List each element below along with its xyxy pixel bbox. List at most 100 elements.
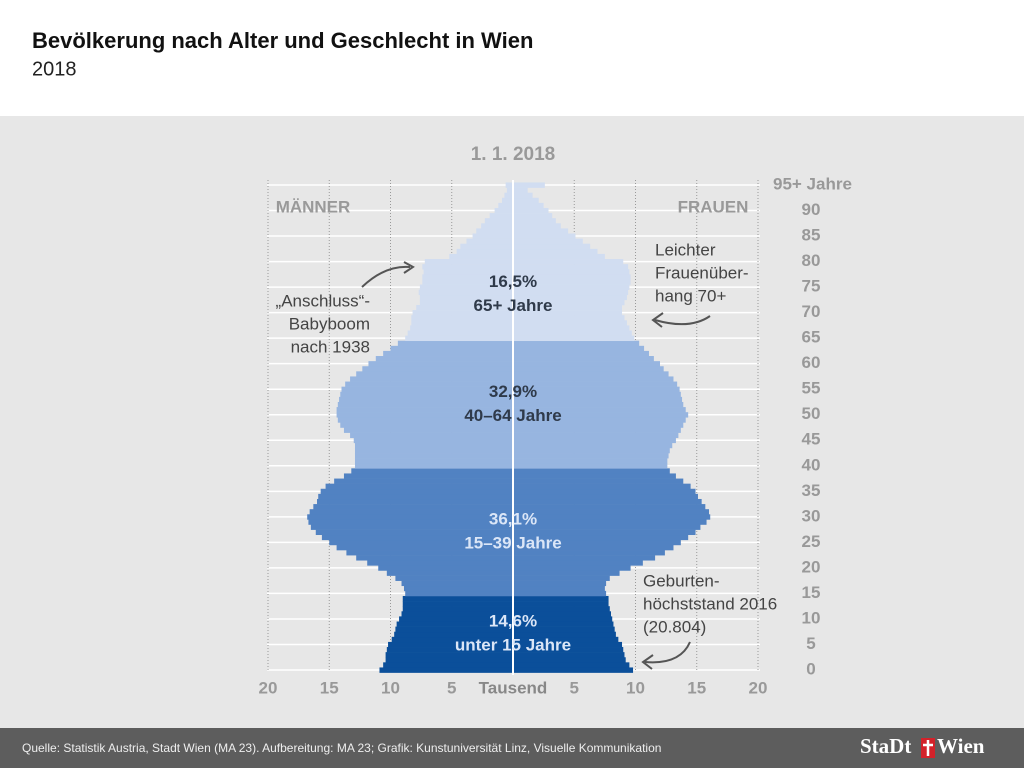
bar xyxy=(513,601,609,607)
bar xyxy=(383,662,513,668)
bar xyxy=(513,356,654,362)
bar xyxy=(513,422,684,428)
y-tick-label: 40 xyxy=(802,455,821,474)
arrow xyxy=(361,265,411,288)
bar xyxy=(334,478,513,484)
bar xyxy=(513,641,623,648)
bar xyxy=(513,498,702,505)
bar xyxy=(513,284,630,290)
bar xyxy=(513,345,645,352)
bar xyxy=(513,519,707,525)
bar xyxy=(513,626,615,633)
x-tick-label: 10 xyxy=(381,678,400,697)
arrow-head xyxy=(641,654,654,670)
bar xyxy=(513,315,625,321)
bar xyxy=(315,529,513,536)
y-tick-label: 85 xyxy=(802,226,821,245)
bar xyxy=(513,514,711,520)
bar xyxy=(513,264,629,270)
logo-right: Wien xyxy=(937,734,985,758)
bar xyxy=(513,606,610,612)
bar xyxy=(424,259,513,265)
bar xyxy=(513,228,569,234)
bar xyxy=(341,386,513,393)
bar xyxy=(378,565,513,571)
bar xyxy=(513,529,696,536)
bar xyxy=(367,560,513,566)
bar xyxy=(313,504,513,510)
bar xyxy=(340,422,513,428)
bar xyxy=(379,667,513,673)
x-tick-label: 5 xyxy=(447,678,456,697)
bar xyxy=(513,453,669,459)
bar xyxy=(310,524,513,530)
y-tick-label: 50 xyxy=(802,404,821,423)
bar xyxy=(513,463,668,469)
bar xyxy=(337,401,513,408)
bar xyxy=(410,325,513,331)
legend-label: MÄNNER xyxy=(276,197,351,216)
y-tick-label: 55 xyxy=(802,379,821,398)
bar xyxy=(513,248,598,255)
bar xyxy=(513,207,549,214)
bar xyxy=(504,192,513,199)
bar xyxy=(513,447,670,454)
bar xyxy=(513,483,691,490)
bar xyxy=(513,504,706,510)
bar xyxy=(513,652,625,658)
bar xyxy=(513,478,684,484)
legend-label: FRAUEN xyxy=(678,197,749,216)
bar xyxy=(396,621,513,627)
labels: 1. 1. 2018Tausend05101520253035404550556… xyxy=(259,144,852,697)
bar xyxy=(513,279,631,285)
y-tick-label: 0 xyxy=(806,659,815,678)
bar xyxy=(354,453,513,459)
bar xyxy=(513,621,614,627)
bar xyxy=(513,407,686,413)
bar xyxy=(353,437,513,444)
bar xyxy=(375,356,513,362)
bar xyxy=(513,371,669,377)
page-subtitle: 2018 xyxy=(32,58,77,80)
annotation: (20.804) xyxy=(643,617,706,636)
bar xyxy=(501,197,513,204)
bar xyxy=(354,447,513,454)
bar xyxy=(388,641,513,648)
footer-bar xyxy=(0,728,1024,768)
bar xyxy=(513,253,605,260)
bar xyxy=(513,534,689,541)
bar xyxy=(484,218,513,224)
bar xyxy=(399,616,513,622)
bar xyxy=(412,310,513,316)
chart-subtitle: 1. 1. 2018 xyxy=(471,144,556,165)
bar xyxy=(513,611,611,617)
bar xyxy=(513,616,613,622)
bar xyxy=(513,662,630,668)
bar xyxy=(423,269,513,275)
bar xyxy=(498,202,513,209)
bar xyxy=(513,631,616,638)
y-tick-label: 60 xyxy=(802,353,821,372)
bar xyxy=(513,555,656,561)
bar xyxy=(506,187,513,193)
page-title: Bevölkerung nach Alter und Geschlecht in… xyxy=(32,28,533,53)
bar xyxy=(386,570,513,576)
annotation: Babyboom xyxy=(289,314,370,333)
bar xyxy=(340,391,513,398)
x-tick-label: 10 xyxy=(626,678,645,697)
bar xyxy=(513,320,627,326)
y-tick-label: 30 xyxy=(802,506,821,525)
bar xyxy=(350,376,513,382)
bar xyxy=(329,539,513,546)
bar xyxy=(343,473,513,479)
bar xyxy=(513,580,607,587)
bar xyxy=(513,427,681,433)
bar xyxy=(513,223,561,229)
bar xyxy=(481,223,513,229)
bar xyxy=(383,350,513,357)
bar xyxy=(397,340,513,347)
bar xyxy=(494,207,513,214)
bar xyxy=(356,371,513,377)
bar xyxy=(513,412,689,418)
